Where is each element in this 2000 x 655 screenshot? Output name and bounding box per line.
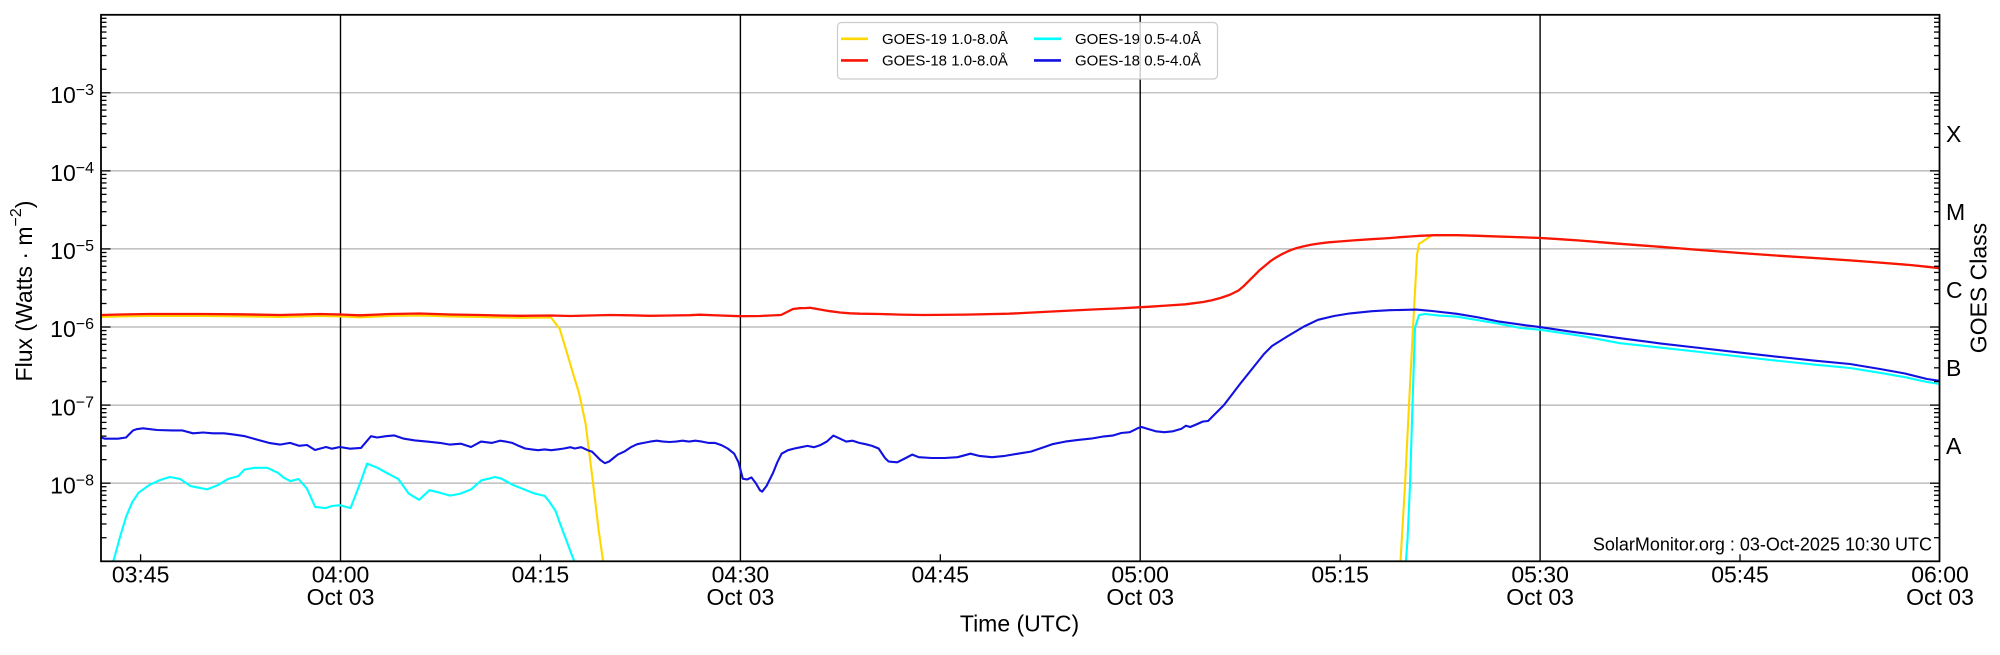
svg-text:06:00: 06:00: [1911, 562, 1969, 588]
svg-text:Oct 03: Oct 03: [1506, 584, 1574, 610]
svg-text:04:30: 04:30: [712, 562, 770, 588]
svg-text:03:45: 03:45: [112, 562, 170, 588]
svg-text:10−7: 10−7: [50, 394, 94, 420]
svg-text:04:00: 04:00: [312, 562, 370, 588]
svg-text:Oct 03: Oct 03: [307, 584, 375, 610]
svg-text:GOES-18 0.5-4.0Å: GOES-18 0.5-4.0Å: [1075, 53, 1201, 70]
svg-text:Flux (Watts · m−2): Flux (Watts · m−2): [8, 201, 37, 382]
svg-text:05:15: 05:15: [1311, 562, 1369, 588]
svg-text:GOES-19 1.0-8.0Å: GOES-19 1.0-8.0Å: [882, 31, 1008, 48]
svg-text:GOES-19 0.5-4.0Å: GOES-19 0.5-4.0Å: [1075, 31, 1201, 48]
svg-text:10−5: 10−5: [50, 238, 94, 264]
svg-text:A: A: [1946, 433, 1962, 459]
svg-text:SolarMonitor.org : 03-Oct-2025: SolarMonitor.org : 03-Oct-2025 10:30 UTC: [1593, 535, 1932, 555]
svg-text:05:30: 05:30: [1511, 562, 1569, 588]
svg-text:M: M: [1946, 199, 1965, 225]
svg-text:X: X: [1946, 121, 1961, 147]
svg-text:Oct 03: Oct 03: [707, 584, 775, 610]
svg-text:GOES-18 1.0-8.0Å: GOES-18 1.0-8.0Å: [882, 53, 1008, 70]
svg-text:05:45: 05:45: [1711, 562, 1769, 588]
svg-text:Oct 03: Oct 03: [1906, 584, 1974, 610]
svg-text:B: B: [1946, 355, 1961, 381]
svg-text:Time (UTC): Time (UTC): [960, 610, 1079, 636]
svg-text:04:45: 04:45: [912, 562, 970, 588]
svg-text:GOES Class: GOES Class: [1966, 223, 1992, 353]
svg-text:04:15: 04:15: [512, 562, 570, 588]
svg-text:C: C: [1946, 277, 1963, 303]
svg-text:05:00: 05:00: [1111, 562, 1169, 588]
svg-text:Oct 03: Oct 03: [1106, 584, 1174, 610]
